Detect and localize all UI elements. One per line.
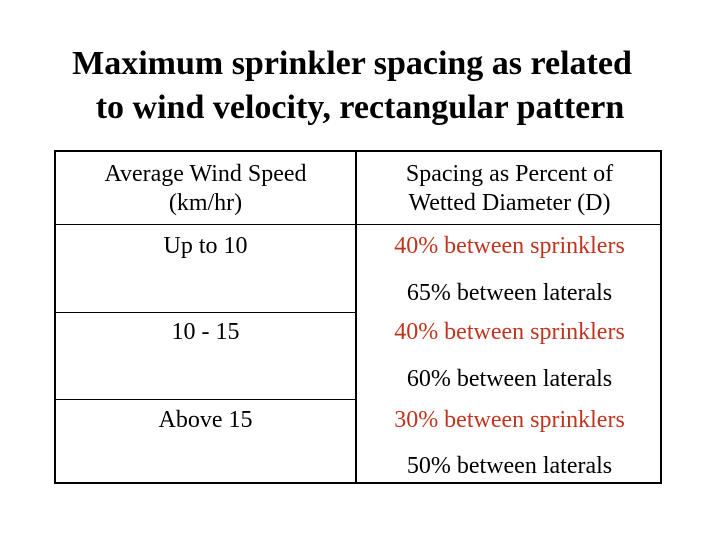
column-divider xyxy=(355,152,357,482)
row-3-laterals: 50% between laterals xyxy=(406,453,613,479)
header-spacing: Spacing as Percent of Wetted Diameter (D… xyxy=(357,160,662,218)
header-wind-speed-line1: Average Wind Speed xyxy=(104,161,307,187)
row-1-sprinklers: 40% between sprinklers xyxy=(394,233,625,259)
row-3-sprinklers: 30% between sprinklers xyxy=(394,407,625,433)
title-line-2: to wind velocity, rectangular pattern xyxy=(95,89,625,126)
header-spacing-line1: Spacing as Percent of xyxy=(405,161,614,187)
header-wind-speed-line2: (km/hr) xyxy=(168,190,243,216)
slide-title: Maximum sprinkler spacing as related to … xyxy=(0,42,720,130)
right-row-divider xyxy=(357,224,662,225)
row-2-laterals: 60% between laterals xyxy=(406,366,613,392)
left-row-divider xyxy=(56,399,357,400)
header-wind-speed: Average Wind Speed (km/hr) xyxy=(56,160,355,218)
left-row-divider xyxy=(56,312,357,313)
row-1-speed: Up to 10 xyxy=(163,233,248,259)
header-spacing-line2: Wetted Diameter (D) xyxy=(408,190,611,216)
spacing-table: Average Wind Speed (km/hr) Spacing as Pe… xyxy=(54,150,662,484)
left-row-divider xyxy=(56,224,357,225)
row-2-sprinklers: 40% between sprinklers xyxy=(394,319,625,345)
row-2-speed: 10 - 15 xyxy=(171,319,240,345)
title-line-1: Maximum sprinkler spacing as related xyxy=(72,45,632,82)
row-3-speed: Above 15 xyxy=(158,407,253,433)
row-1-laterals: 65% between laterals xyxy=(406,280,613,306)
